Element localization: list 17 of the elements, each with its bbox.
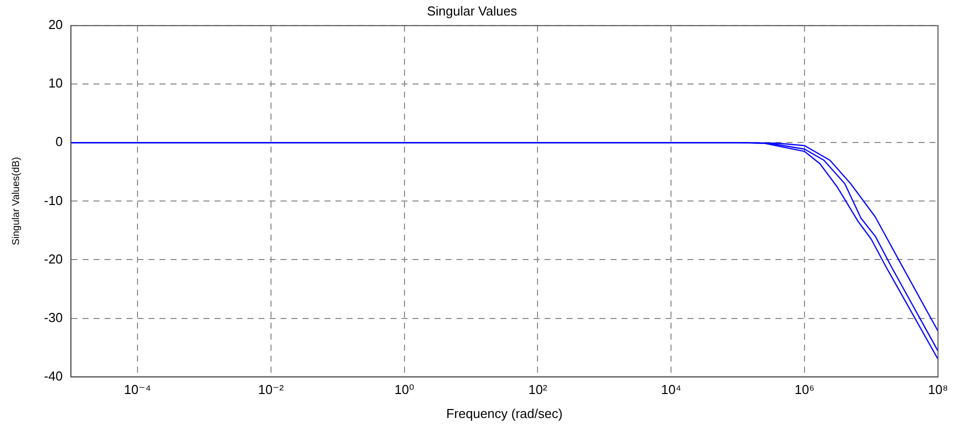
x-axis-title: Frequency (rad/sec) <box>446 406 563 421</box>
y-tick-label: -30 <box>44 310 63 325</box>
chart-title: Singular Values <box>426 3 518 18</box>
y-tick-label: -40 <box>44 368 63 384</box>
y-tick-label: 20 <box>48 17 63 32</box>
y-tick-label: -20 <box>44 251 63 266</box>
x-tick-label: 10⁶ <box>794 382 814 398</box>
x-tick-label: 10⁸ <box>928 382 948 398</box>
x-tick-label: 10⁴ <box>661 382 682 398</box>
x-tick-label: 10⁰ <box>394 382 414 398</box>
x-tick-label: 10⁻⁴ <box>124 382 151 398</box>
y-axis-title: Singular Values(dB) <box>10 157 22 246</box>
y-tick-label: 10 <box>48 76 63 91</box>
x-tick-label: 10⁻² <box>258 382 284 398</box>
x-tick-label: 10² <box>528 382 548 398</box>
y-tick-label: -10 <box>44 192 63 208</box>
y-tick-label: 0 <box>56 134 63 150</box>
